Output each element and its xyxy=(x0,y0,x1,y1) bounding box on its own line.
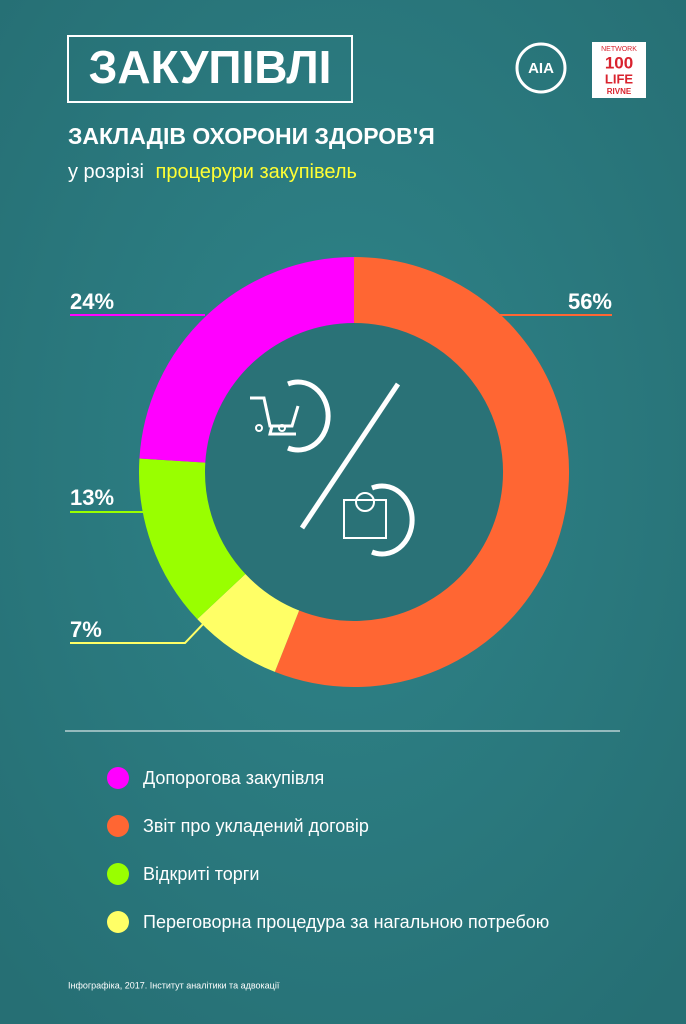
donut-segment xyxy=(274,257,569,687)
life-logo xyxy=(592,42,646,98)
logo-city: RIVNE xyxy=(607,87,632,96)
source: Інфографіка, 2017. Інститут аналітики та… xyxy=(68,980,280,990)
aia-logo-text: AIA xyxy=(528,60,554,77)
legend-swatch xyxy=(107,911,129,933)
title-box xyxy=(67,35,353,103)
donut-segment xyxy=(139,257,355,464)
label-leader xyxy=(70,621,206,644)
donut-center xyxy=(204,322,504,622)
donut-segment xyxy=(197,573,300,672)
legend-swatch xyxy=(107,863,129,885)
logo-network: NETWORK xyxy=(601,46,637,53)
aia-logo xyxy=(515,42,567,94)
logo-number: 100 xyxy=(605,53,633,72)
legend-swatch xyxy=(107,815,129,837)
title: ЗАКУПІВЛІ xyxy=(89,41,332,93)
value-label: 7% xyxy=(70,617,102,642)
subtitle-line: у розрізі процерури закупівель xyxy=(68,161,357,183)
legend-swatch xyxy=(107,767,129,789)
value-label: 56% xyxy=(568,289,612,314)
subtitle: ЗАКЛАДІВ ОХОРОНИ ЗДОРОВ'Я xyxy=(68,123,435,149)
legend-label: Допорогова закупівля xyxy=(143,768,324,788)
subtitle-highlight: процерури закупівель xyxy=(156,161,357,183)
center-icons xyxy=(250,379,415,557)
logo-life: LIFE xyxy=(605,71,633,86)
legend-label: Звіт про укладений договір xyxy=(143,816,369,836)
value-label: 13% xyxy=(70,485,114,510)
subtitle-prefix: у розрізі xyxy=(68,161,144,183)
legend-label: Відкриті торги xyxy=(143,864,259,884)
value-label: 24% xyxy=(70,289,114,314)
donut-segment xyxy=(139,458,246,620)
legend-label: Переговорна процедура за нагальною потре… xyxy=(143,912,549,932)
